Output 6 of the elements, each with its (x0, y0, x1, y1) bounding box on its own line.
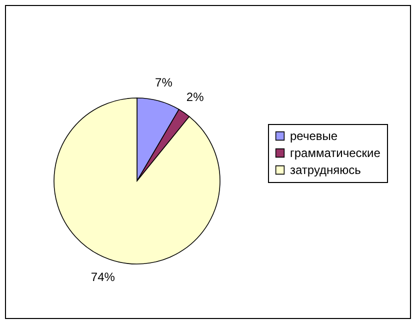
legend-label: затрудняюсь (290, 163, 361, 177)
data-label: 2% (186, 90, 204, 104)
legend-label: речевые (290, 129, 338, 143)
data-label: 7% (155, 76, 173, 90)
legend-label: грамматические (290, 146, 381, 160)
data-label: 74% (90, 270, 116, 284)
